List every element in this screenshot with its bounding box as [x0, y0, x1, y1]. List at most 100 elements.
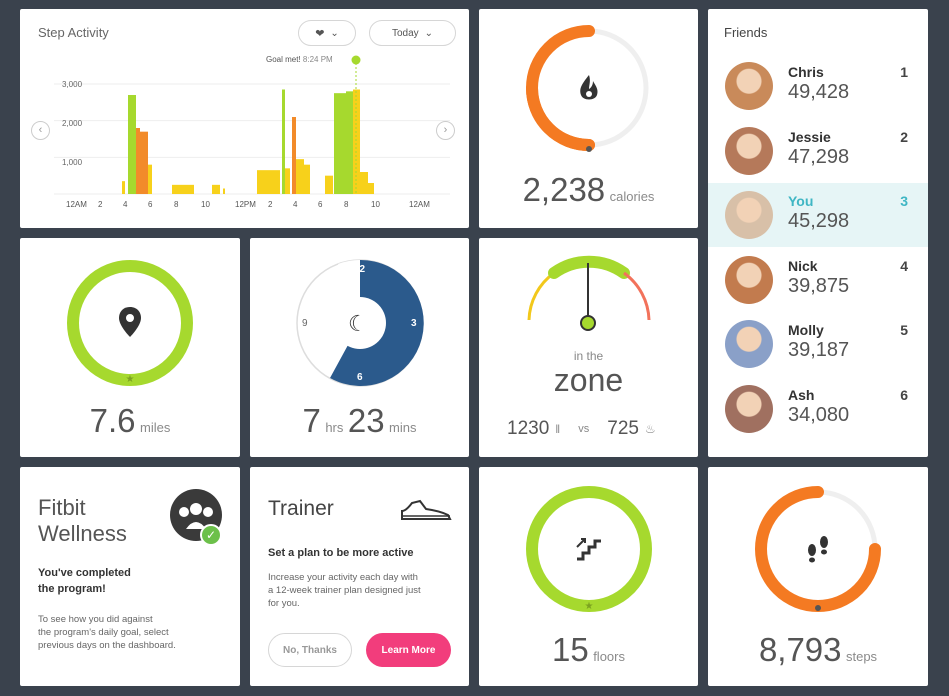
sleep-card[interactable]: ☾ 12 3 6 9 7 hrs 23 mins: [250, 238, 469, 457]
step-bar: [131, 95, 136, 194]
vs-label: vs: [578, 423, 590, 435]
step-bar: [368, 183, 374, 194]
step-bar: [257, 170, 280, 194]
friend-rank: 4: [900, 257, 908, 274]
no-thanks-button[interactable]: No, Thanks: [268, 633, 352, 667]
stairs-icon: [575, 537, 603, 566]
friend-row[interactable]: You 45,298 3: [708, 183, 928, 247]
range-dropdown[interactable]: Today ⌄: [369, 20, 456, 46]
zone-line1: in the: [573, 349, 604, 363]
friend-rank: 6: [900, 386, 908, 403]
y-tick-3000: 3,000: [62, 80, 83, 89]
step-activity-card[interactable]: Step Activity ❤ ⌄ Today ⌄ Goal met! 8:24…: [20, 9, 469, 228]
friend-row[interactable]: Ash 34,080 6: [708, 377, 928, 441]
step-bar: [346, 91, 353, 194]
chart-prev-button[interactable]: ‹: [31, 121, 50, 140]
step-bar: [353, 89, 360, 194]
friend-rank: 1: [900, 64, 908, 80]
zone-line2: zone: [553, 362, 624, 398]
avatar[interactable]: [725, 191, 773, 239]
friend-row[interactable]: Molly 39,187 5: [708, 312, 928, 376]
dial-9: 9: [302, 318, 308, 329]
wellness-headline: You've completed the program!: [38, 567, 131, 595]
x-tick-label: 8: [174, 200, 179, 209]
avatar[interactable]: [725, 384, 773, 433]
goal-check-icon: [351, 55, 361, 65]
distance-card[interactable]: ★ 7.6 miles: [20, 238, 240, 457]
avatar[interactable]: [725, 62, 773, 110]
friend-name: Nick: [788, 257, 818, 274]
friend-rank: 2: [900, 128, 908, 145]
friend-name: You: [788, 193, 814, 209]
friend-name: Molly: [788, 322, 824, 338]
zone-card[interactable]: in the zone 1230 ‖ vs 725 ♨: [479, 238, 698, 457]
x-tick-label: 4: [293, 200, 298, 209]
goal-met-note: Goal met! 8:24 PM: [266, 55, 333, 64]
step-bar: [223, 188, 225, 194]
flame-small-icon: ♨: [644, 422, 656, 436]
x-tick-label: 10: [201, 200, 210, 209]
sneaker-icon: [400, 497, 452, 528]
friend-steps: 34,080: [788, 403, 850, 426]
location-pin-icon: [118, 306, 142, 343]
friend-row[interactable]: Nick 39,875 4: [708, 248, 928, 312]
x-tick-label: 12PM: [235, 200, 256, 209]
friend-steps: 45,298: [788, 210, 850, 232]
sleep-value: 7 hrs 23 mins: [302, 402, 417, 439]
step-bar: [140, 131, 148, 194]
step-bar: [172, 184, 194, 194]
friend-row[interactable]: Jessie 47,298 2: [708, 119, 928, 183]
friends-card[interactable]: Friends Chris 49,428 1 Jessie 47,298 2 You 45,2…: [708, 9, 928, 457]
calories-value: 2,238 calories: [522, 171, 655, 208]
calories-ring: [526, 25, 649, 152]
activity-type-dropdown[interactable]: ❤ ⌄: [298, 20, 356, 46]
step-activity-title: Step Activity: [38, 25, 109, 40]
wellness-card[interactable]: Fitbit Wellness ✓ You've completed the p…: [20, 467, 240, 686]
chevron-down-icon: ⌄: [424, 27, 434, 39]
x-tick-label: 6: [318, 200, 323, 209]
friend-steps: 39,875: [788, 274, 850, 297]
floors-card[interactable]: ★ 15 floors: [479, 467, 698, 686]
chevron-down-icon: ⌄: [330, 27, 339, 39]
friend-steps: 39,187: [788, 339, 850, 361]
step-bar: [304, 164, 310, 194]
floors-ring: ★: [526, 486, 652, 612]
steps-card[interactable]: 8,793 steps: [708, 467, 928, 686]
distance-ring: ★: [67, 260, 193, 386]
dial-12: 12: [354, 264, 366, 275]
svg-text:★: ★: [126, 374, 135, 385]
distance-value: 7.6 miles: [89, 402, 171, 439]
learn-more-button[interactable]: Learn More: [366, 633, 451, 667]
fork-knife-icon: ‖: [555, 422, 561, 436]
footsteps-icon: ❤: [315, 27, 325, 40]
dial-6: 6: [357, 372, 363, 383]
x-tick-label: 4: [123, 200, 128, 209]
check-badge-icon: ✓: [200, 524, 222, 546]
avatar[interactable]: [725, 126, 773, 175]
dial-3: 3: [411, 318, 417, 329]
x-tick-label: 10: [371, 200, 380, 209]
trainer-card[interactable]: Trainer Set a plan to be more active Inc…: [250, 467, 469, 686]
wellness-title: Fitbit Wellness: [38, 495, 127, 546]
friend-rank: 3: [900, 193, 908, 209]
step-bar: [360, 172, 368, 194]
svg-text:★: ★: [585, 601, 594, 612]
step-bar: [292, 117, 296, 194]
step-bar: [136, 128, 140, 194]
x-tick-label: 2: [98, 200, 103, 209]
friend-steps: 47,298: [788, 145, 850, 168]
avatar[interactable]: [725, 255, 773, 304]
chart-next-button[interactable]: ›: [436, 121, 455, 140]
friend-row[interactable]: Chris 49,428 1: [708, 54, 928, 118]
floors-value: 15 floors: [552, 631, 625, 668]
calories-card[interactable]: 2,238 calories: [479, 9, 698, 228]
flame-icon: [575, 73, 603, 103]
zone-comparison: 1230 ‖ vs 725 ♨: [507, 418, 656, 440]
step-bar: [296, 159, 304, 194]
avatar[interactable]: [725, 320, 773, 368]
x-tick-label: 2: [268, 200, 273, 209]
food-calories: 1230: [507, 418, 550, 439]
footprints-icon: [804, 534, 832, 569]
step-bar: [285, 168, 290, 194]
step-bar: [334, 93, 346, 194]
